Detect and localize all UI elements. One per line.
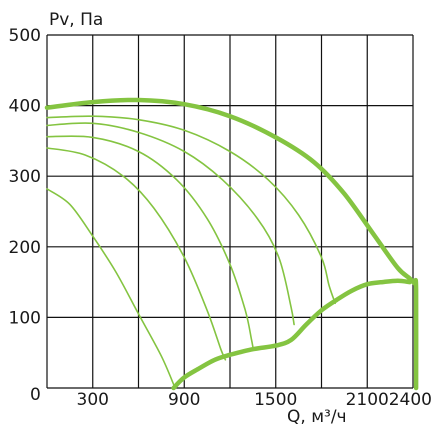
- grid: [46, 34, 414, 389]
- x-tick-2400: 2400: [389, 390, 432, 410]
- series-group: [44, 97, 419, 391]
- x-tick-1500: 1500: [254, 390, 297, 410]
- x-tick-labels: 0 300 900 1500 2100 2400: [30, 385, 432, 410]
- x-axis-title: Q, м³/ч: [287, 407, 347, 427]
- y-tick-labels: 100 200 300 400 500: [9, 26, 41, 328]
- x-tick-2100: 2100: [346, 390, 389, 410]
- y-tick-200: 200: [9, 238, 41, 258]
- curve-2: [46, 115, 336, 305]
- y-tick-300: 300: [9, 167, 41, 187]
- curve-1: [171, 278, 413, 391]
- y-tick-400: 400: [9, 97, 41, 117]
- curve-4: [46, 135, 254, 348]
- x-tick-0: 0: [30, 385, 41, 405]
- curve-3: [46, 122, 295, 326]
- curve-6: [46, 188, 176, 389]
- curve-0: [44, 97, 419, 391]
- y-tick-500: 500: [9, 26, 41, 46]
- curve-5: [46, 147, 227, 361]
- x-tick-300: 300: [77, 390, 109, 410]
- x-tick-900: 900: [168, 390, 200, 410]
- y-axis-title: Pv, Па: [49, 10, 103, 30]
- y-tick-100: 100: [9, 308, 41, 328]
